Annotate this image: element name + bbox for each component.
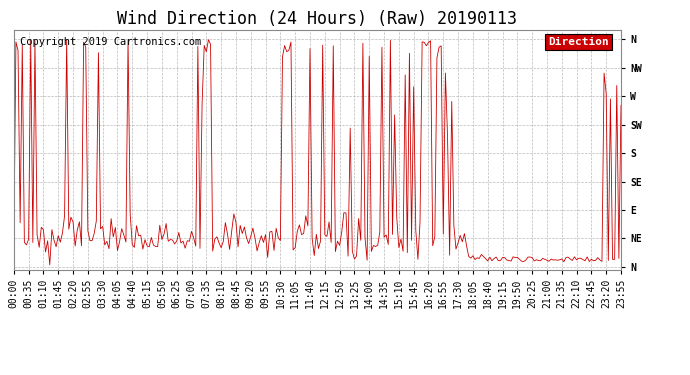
Text: Copyright 2019 Cartronics.com: Copyright 2019 Cartronics.com [20,37,201,47]
Text: Direction: Direction [548,37,609,47]
Title: Wind Direction (24 Hours) (Raw) 20190113: Wind Direction (24 Hours) (Raw) 20190113 [117,10,518,28]
